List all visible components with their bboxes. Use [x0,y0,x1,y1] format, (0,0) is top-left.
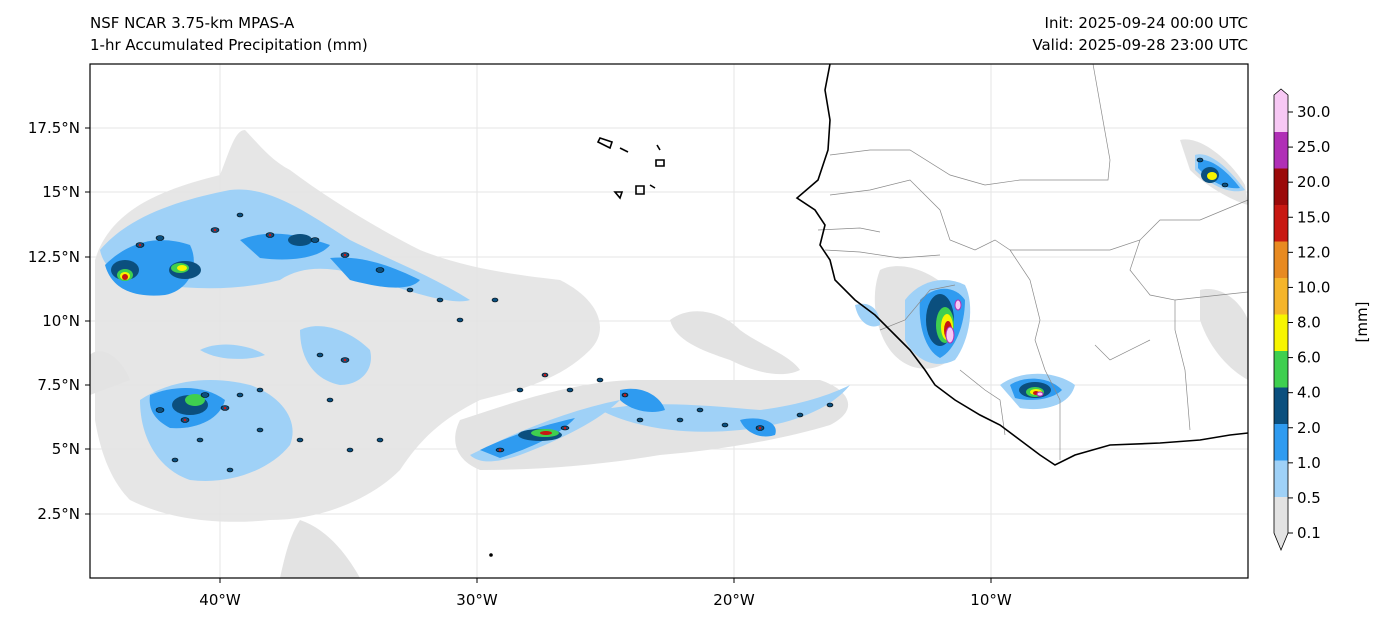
colorbar-tick-label: 10.0 [1297,278,1330,296]
precip-scattered-cells [135,157,1229,473]
colorbar-tick-label: 4.0 [1297,384,1321,402]
lon-tick-labels: 40°W 30°W 20°W 10°W [199,591,1012,609]
colorbar-tick-label: 30.0 [1297,103,1330,121]
precip-cell-cores [138,228,762,452]
colorbar-segment [1274,496,1288,534]
colorbar-bottom-extension [1274,533,1288,550]
lat-tick-label: 5°N [52,440,80,458]
colorbar-segment [1274,314,1288,351]
colorbar-segment [1274,350,1288,388]
lon-tick-label: 40°W [199,591,241,609]
model-title: NSF NCAR 3.75-km MPAS-A [90,14,295,32]
colorbar-tick-label: 12.0 [1297,243,1330,261]
colorbar-segments [1274,95,1288,534]
lat-tick-label: 12.5°N [28,248,80,266]
colorbar: 0.1 0.5 1.0 2.0 4.0 6.0 8.0 10.0 12.0 15.0 20.0 25.… [1273,88,1371,552]
colorbar-segment [1274,387,1288,424]
colorbar-ticks [1288,111,1293,534]
lon-tick-label: 20°W [713,591,755,609]
lat-tick-labels: 17.5°N 15°N 12.5°N 10°N 7.5°N 5°N 2.5°N [28,119,80,523]
title-right: Init: 2025-09-24 00:00 UTC Valid: 2025-0… [1032,12,1248,56]
colorbar-segment [1274,95,1288,132]
map-panel [89,63,1249,579]
precip-extreme-cells [945,299,1044,397]
country-borders [817,63,1249,460]
colorbar-tick-label: 0.1 [1297,524,1321,542]
colorbar-tick-label: 2.0 [1297,419,1321,437]
colorbar-segment [1274,168,1288,205]
colorbar-tick-label: 15.0 [1297,208,1330,226]
colorbar-segment [1274,277,1288,315]
colorbar-tick-label: 8.0 [1297,314,1321,332]
title-left: NSF NCAR 3.75-km MPAS-A 1-hr Accumulated… [90,12,368,56]
colorbar-tick-label: 25.0 [1297,138,1330,156]
colorbar-tick-label: 1.0 [1297,454,1321,472]
valid-time: Valid: 2025-09-28 23:00 UTC [1032,36,1248,54]
lat-tick-label: 2.5°N [37,505,80,523]
colorbar-segment [1274,241,1288,278]
colorbar-outline [1273,88,1289,552]
field-title: 1-hr Accumulated Precipitation (mm) [90,36,368,54]
lat-tick-label: 15°N [42,183,80,201]
colorbar-units-label: [mm] [1353,302,1371,343]
lon-tick-label: 30°W [456,591,498,609]
colorbar-segment [1274,131,1288,169]
coastlines [596,63,1249,466]
island-dot [489,553,493,557]
init-time: Init: 2025-09-24 00:00 UTC [1044,14,1248,32]
colorbar-segment [1274,204,1288,242]
colorbar-tick-label: 0.5 [1297,489,1321,507]
lat-tick-label: 7.5°N [37,376,80,394]
colorbar-segment [1274,460,1288,497]
colorbar-top-extension [1274,89,1288,95]
lat-tick-label: 17.5°N [28,119,80,137]
tick-marks [85,127,992,583]
colorbar-tick-label: 20.0 [1297,173,1330,191]
lat-tick-label: 10°N [42,312,80,330]
colorbar-labels: 0.1 0.5 1.0 2.0 4.0 6.0 8.0 10.0 12.0 15.0 20.0 25.… [1297,103,1330,542]
lon-tick-label: 10°W [970,591,1012,609]
colorbar-tick-label: 6.0 [1297,349,1321,367]
colorbar-segment [1274,423,1288,461]
